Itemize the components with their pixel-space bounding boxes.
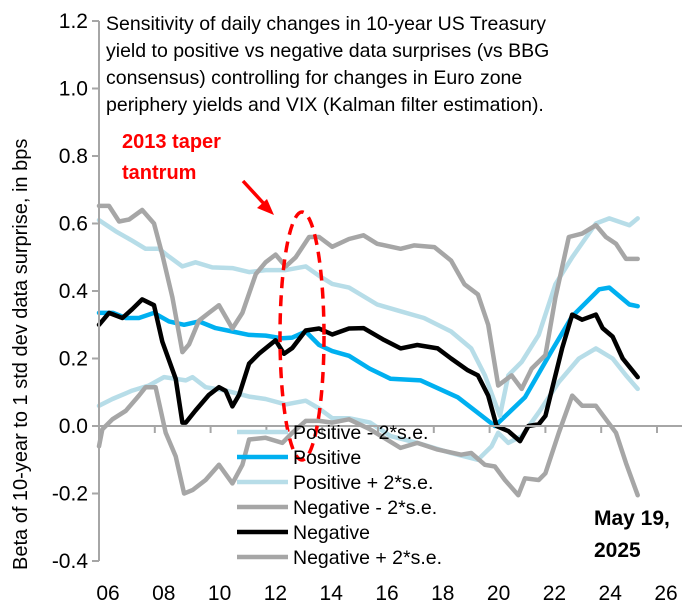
legend-label: Negative - 2*s.e. [293,497,437,519]
legend: Positive - 2*s.e. Positive Positive + 2*s.… [237,422,442,569]
series-line-positive [96,285,640,429]
legend-item: Positive + 2*s.e. [237,472,433,494]
legend-item: Negative [237,522,370,544]
date-note-line: May 19, [594,507,670,530]
series-line-negative [96,297,640,444]
annotation-label: 2013 taper [122,131,221,153]
x-tick-label: 12 [264,582,287,605]
y-tick-label: 0.8 [59,145,88,168]
legend-label: Positive + 2*s.e. [293,472,433,494]
y-tick-label: -0.4 [52,550,89,573]
taper-tantrum-annotation: 2013 taper tantrum [122,131,326,462]
x-tick-label: 22 [543,582,566,605]
legend-item: Negative + 2*s.e. [237,547,442,569]
title-line: yield to positive vs negative data surpr… [106,40,549,62]
x-tick-label: 18 [431,582,454,605]
legend-label: Negative [293,522,370,544]
x-tick-label: 20 [487,582,510,605]
x-tick-label: 06 [96,582,119,605]
legend-label: Positive [293,447,361,469]
series-line-negative-2-s-e [96,384,640,498]
annotation-arrowhead [257,199,274,215]
annotation-ellipse [278,210,326,462]
x-tick-label: 08 [152,582,175,605]
y-tick-label: -0.2 [52,483,88,506]
y-tick-label: 1.2 [59,10,88,33]
y-tick-label: 1.0 [59,78,88,101]
series-line-positive-2-s-e [96,216,640,419]
y-tick-label: 0.0 [59,415,88,438]
y-tick-label: 0.2 [59,348,88,371]
x-tick-label: 14 [320,582,344,605]
x-tick-label: 16 [375,582,398,605]
date-note: May 19, 2025 [594,507,670,562]
legend-item: Positive - 2*s.e. [237,422,428,444]
y-tick-label: 0.6 [59,213,88,236]
title-line: consensus) controlling for changes in Eu… [106,67,522,89]
legend-label: Negative + 2*s.e. [293,547,442,569]
y-tick-label: 0.4 [59,280,89,303]
legend-item: Negative - 2*s.e. [237,497,437,519]
date-note-line: 2025 [594,539,641,562]
y-axis-label: Beta of 10-year to 1 std dev data surpri… [10,139,32,570]
x-tick-label: 10 [208,582,231,605]
title-line: periphery yields and VIX (Kalman filter … [106,94,544,116]
series-line-negative-2-s-e [96,203,640,392]
annotation-label: tantrum [122,162,196,184]
legend-item: Positive [237,447,361,469]
x-tick-label: 26 [654,582,677,605]
x-tick-label: 24 [599,582,623,605]
axes: -0.4 -0.2 0.0 0.2 0.4 0.6 0.8 1.0 1.2 06 08 10 12 14 1… [52,10,682,605]
annotation-arrow [241,179,268,208]
legend-label: Positive - 2*s.e. [293,422,428,444]
title-line: Sensitivity of daily changes in 10-year … [106,13,546,35]
chart-title: Sensitivity of daily changes in 10-year … [106,13,549,116]
series-layer [96,203,640,498]
